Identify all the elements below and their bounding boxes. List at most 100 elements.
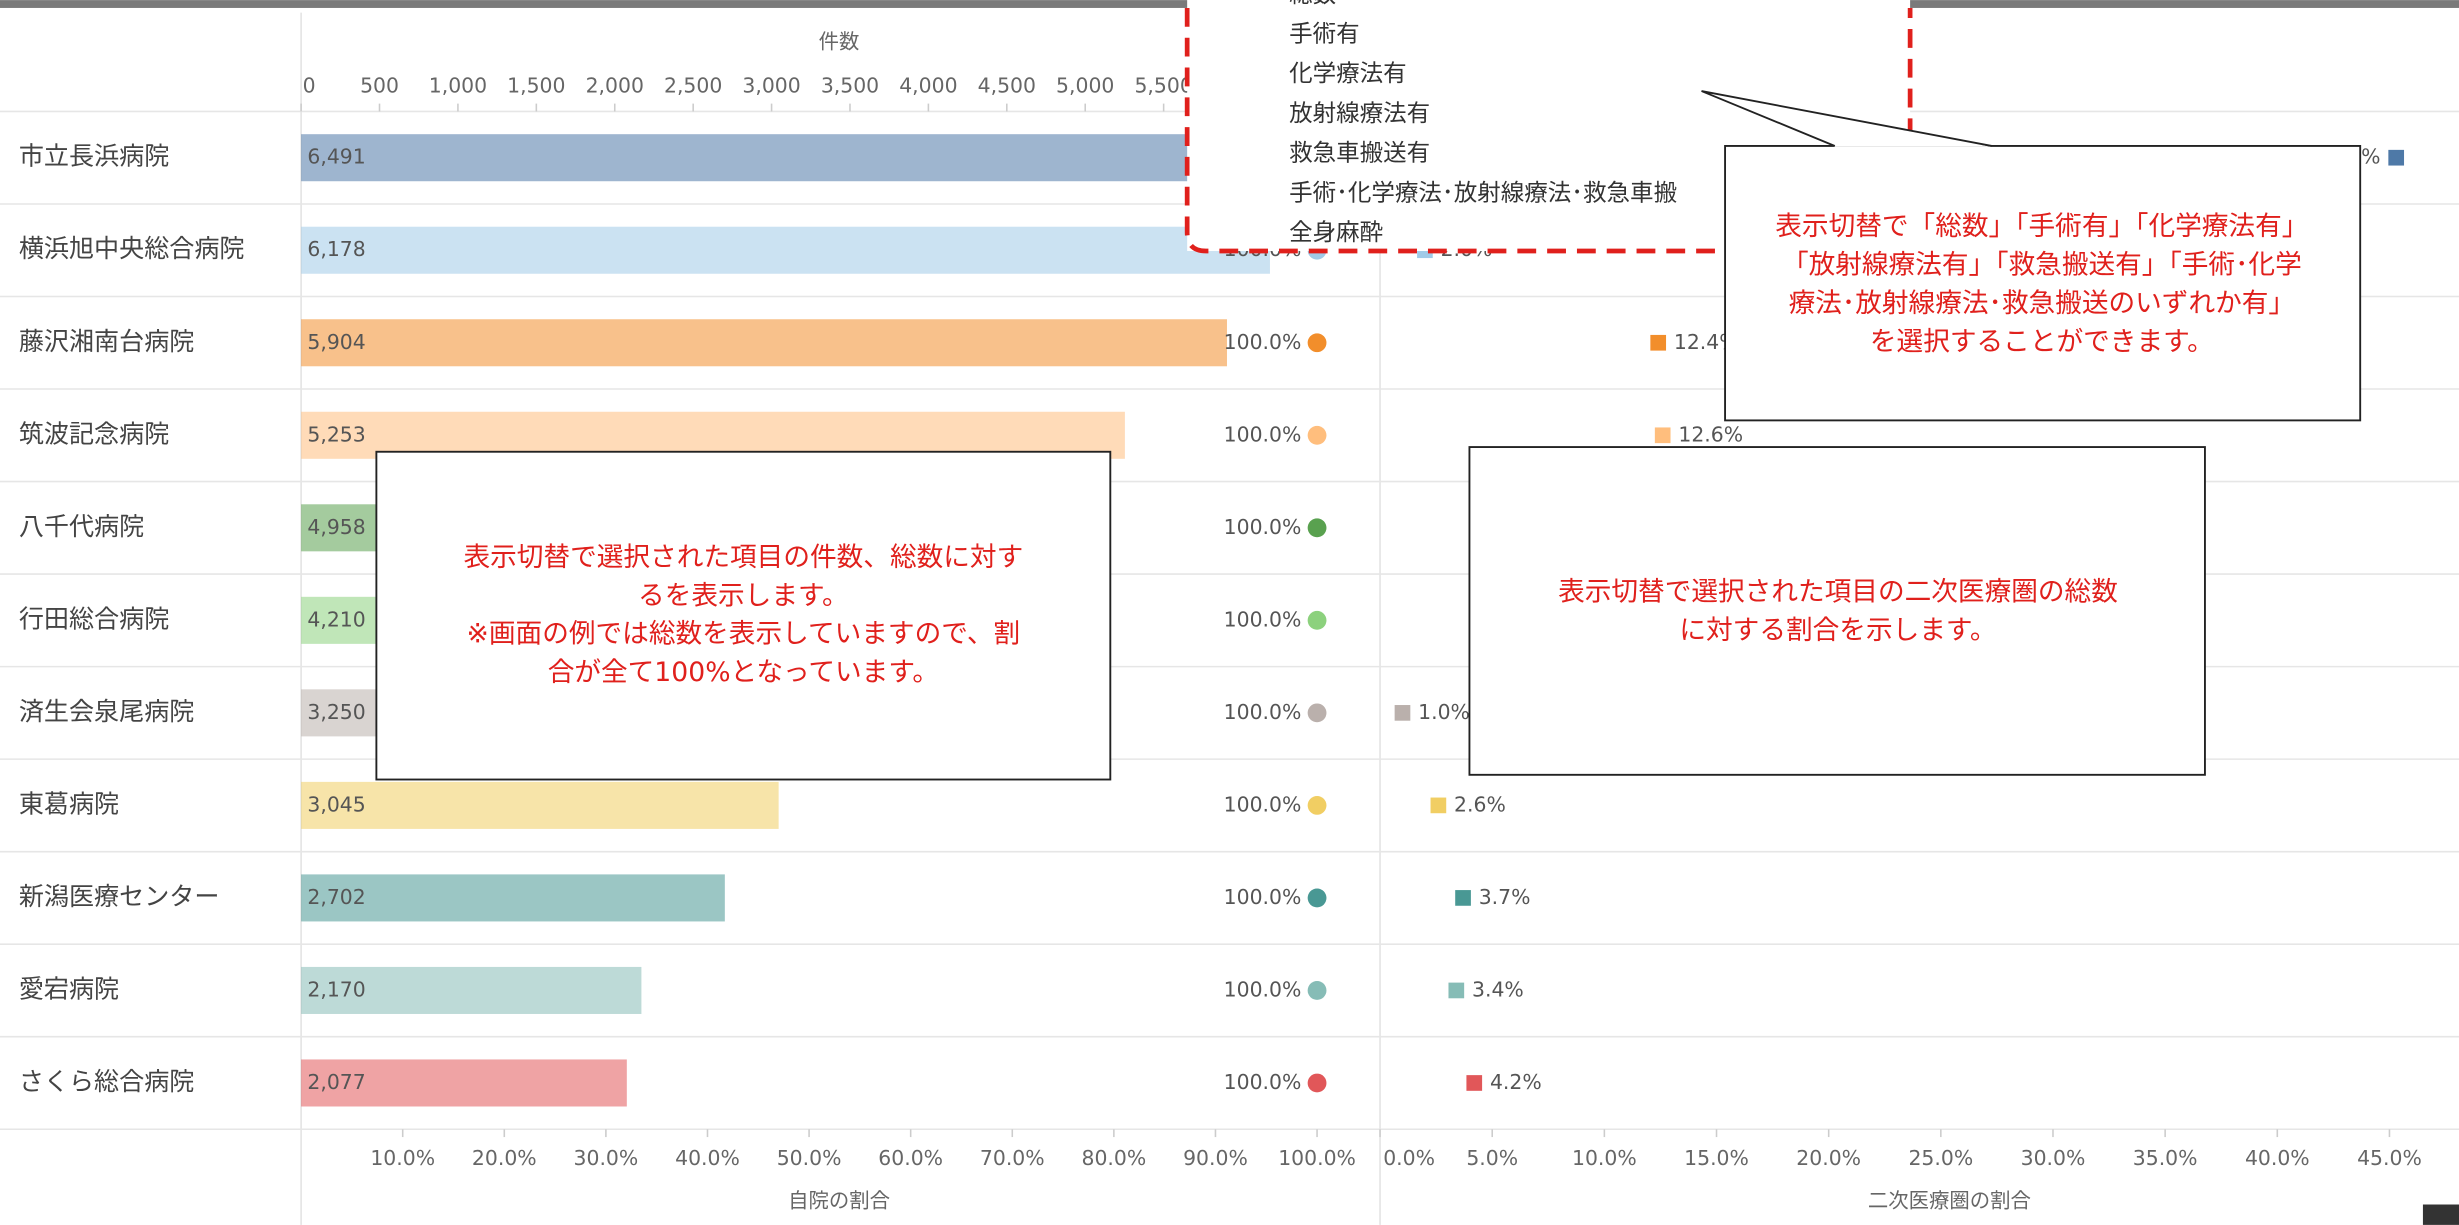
square-value-label: 4.2% [1490,1070,1542,1094]
x-tick-label: 4,000 [899,73,957,97]
row-label: さくら総合病院 [19,1067,195,1096]
dot-value-label: 100.0% [1224,792,1302,816]
callout-text: を選択することができます。 [1870,326,2214,357]
dropdown-item[interactable]: 手術有 [1289,20,1360,48]
square [1654,427,1671,444]
dot-value-label: 100.0% [1224,515,1302,539]
dot-value-label: 100.0% [1224,330,1302,354]
x-tick-label: 40.0% [675,1146,740,1170]
x-tick-label: 40.0% [2245,1146,2310,1170]
row-label: 行田総合病院 [19,604,169,633]
x-tick-label: 1,000 [429,73,487,97]
callout-text: 表示切替で「総数」「手術有」「化学療法有」 [1775,211,2308,242]
x-tick-label: 2,000 [586,73,644,97]
x-tick-label: 2,500 [664,73,722,97]
bar [301,874,725,922]
dropdown-border [1184,7,1913,254]
x-tick-label: 35.0% [2133,1146,2198,1170]
corner-button[interactable] [2422,1204,2459,1225]
bar [301,226,1270,274]
dropdown-item[interactable]: 総数 [1289,0,1336,8]
row-label: 東葛病院 [19,789,119,818]
x-tick-label: 10.0% [370,1146,435,1170]
x-tick-label: 3,000 [742,73,800,97]
callout-pointer-edge [1701,90,1992,147]
x-tick-label: 20.0% [472,1146,537,1170]
x-tick-label: 70.0% [980,1146,1045,1170]
x-tick-label: 20.0% [1796,1146,1861,1170]
x-tick-label: 90.0% [1183,1146,1248,1170]
dot [1307,703,1327,723]
dot-value-label: 100.0% [1224,885,1302,909]
x-tick-label: 1,500 [507,73,565,97]
x-tick-label: 15.0% [1684,1146,1749,1170]
square-value-label: 3.7% [1479,885,1531,909]
callout-box [1468,446,2206,776]
bar-value-label: 5,253 [307,422,365,446]
x-tick-label: 5,500 [1134,73,1192,97]
x-tick-label: 50.0% [777,1146,842,1170]
region-ratio-axis-title: 二次医療圏の割合 [1868,1188,2031,1212]
dropdown-item[interactable]: 救急車搬送有 [1289,139,1430,167]
callout-text: 療法･放射線療法･救急搬送のいずれか有」 [1789,288,2295,319]
dot-value-label: 100.0% [1224,422,1302,446]
bar [301,966,642,1014]
callout-box [1724,145,2362,422]
square-value-label: 3.4% [1472,977,1524,1001]
x-tick-label: 5.0% [1466,1146,1518,1170]
self-ratio-axis-title: 自院の割合 [788,1188,890,1212]
square-value-label: 12.6% [1678,422,1743,446]
bar-value-label: 3,250 [307,700,365,724]
square [1466,1075,1483,1091]
bar-value-label: 4,210 [307,607,365,631]
x-tick-label: 60.0% [878,1146,943,1170]
square [2388,149,2405,166]
dropdown-item[interactable]: 手術･化学療法･放射線療法･救急車搬 [1289,178,1677,206]
bar [301,319,1227,367]
dot [1307,518,1327,538]
count-axis-title: 件数 [819,29,860,53]
dot-value-label: 100.0% [1224,607,1302,631]
square [1430,797,1447,814]
x-tick-label: 30.0% [2021,1146,2086,1170]
row-label: 八千代病院 [19,512,144,541]
x-tick-label: 30.0% [574,1146,639,1170]
callout-text: 表示切替で選択された項目の件数、総数に対す [463,542,1023,573]
row-label: 藤沢湘南台病院 [19,327,195,356]
dot [1307,888,1327,908]
dot-value-label: 100.0% [1224,977,1302,1001]
x-tick-label: 10.0% [1572,1146,1637,1170]
x-tick-label: 45.0% [2357,1146,2422,1170]
x-tick-label: 0 [303,73,316,97]
dot [1307,795,1327,815]
x-tick-label: 25.0% [1908,1146,1973,1170]
x-tick-label: 0.0% [1383,1146,1435,1170]
square [1448,982,1465,999]
dropdown-item[interactable]: 化学療法有 [1289,59,1407,87]
bar-value-label: 6,178 [307,237,365,261]
callout-text: 「放射線療法有」「救急搬送有」「手術･化学 [1782,249,2302,280]
x-tick-label: 500 [360,73,399,97]
row-label: 新潟医療センター [19,882,220,911]
dropdown-item[interactable]: 放射線療法有 [1289,99,1430,127]
row-label: 済生会泉尾病院 [19,697,195,726]
bar-value-label: 4,958 [307,515,365,539]
dot-value-label: 100.0% [1224,700,1302,724]
dropdown-item[interactable]: 全身麻酔 [1289,218,1383,246]
square-value-label: 2.6% [1454,792,1506,816]
bar [301,1059,627,1107]
square [1455,890,1471,906]
row-label: 市立長浜病院 [19,142,169,171]
x-tick-label: 100.0% [1278,1146,1356,1170]
square-value-label: 1.0% [1418,700,1470,724]
dot [1307,425,1327,445]
x-tick-label: 80.0% [1082,1146,1147,1170]
dot [1307,1073,1327,1093]
row-label: 横浜旭中央総合病院 [19,234,245,263]
callout-text: 合が全て100%となっています。 [548,657,939,688]
x-tick-label: 4,500 [978,73,1036,97]
x-tick-label: 5,000 [1056,73,1114,97]
square [1394,705,1411,721]
square [1650,334,1667,351]
